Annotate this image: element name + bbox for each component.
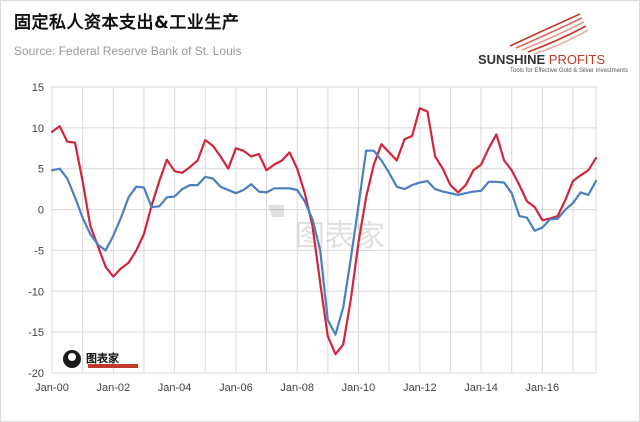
y-tick-label: 5: [38, 164, 44, 176]
y-axis-ticks: 15 10 5 0 -5 -10 -15 -20: [28, 82, 44, 380]
watermark-brand-text: 图表家: [295, 219, 385, 254]
sunshine-profits-logo: [509, 13, 589, 55]
y-tick-label: -5: [34, 245, 44, 257]
x-tick-label: Jan-02: [96, 382, 130, 394]
logo-name-accent: PROFITS: [545, 52, 606, 67]
series-line-2: [50, 149, 598, 336]
x-tick-label: Jan-08: [280, 382, 314, 394]
x-tick-label: Jan-16: [526, 382, 560, 394]
chart-title: 固定私人资本支出&工业生产: [14, 13, 240, 33]
y-tick-label: 0: [38, 205, 44, 217]
x-tick-label: Jan-06: [219, 382, 253, 394]
bottom-left-brand: 图表家: [86, 352, 119, 365]
y-tick-label: -10: [28, 286, 44, 298]
x-tick-label: Jan-00: [35, 382, 69, 394]
y-tick-label: 10: [32, 123, 44, 135]
x-tick-label: Jan-04: [158, 382, 192, 394]
source-note: Source: Federal Reserve Bank of St. Loui…: [14, 44, 242, 58]
x-tick-label: Jan-12: [403, 382, 437, 394]
chart-grid: [51, 86, 597, 374]
center-watermark: 图表家: [268, 205, 385, 254]
logo-tagline: Tools for Effective Gold & Silver Invest…: [510, 68, 628, 74]
y-tick-label: 15: [32, 82, 44, 94]
bottom-left-logo-icon: [63, 350, 138, 368]
series-lines: [50, 107, 598, 356]
y-tick-label: -20: [28, 368, 44, 380]
x-axis-ticks: Jan-00 Jan-02 Jan-04 Jan-06 Jan-08 Jan-10 Jan-…: [35, 382, 559, 394]
x-tick-label: Jan-10: [342, 382, 376, 394]
logo-name-main: SUNSHINE: [478, 52, 546, 67]
watermark-mark-icon: [268, 205, 284, 217]
series-line-1: [50, 107, 598, 356]
logo-wordmark: SUNSHINE PROFITS: [478, 52, 605, 67]
y-tick-label: -15: [28, 327, 44, 339]
x-tick-label: Jan-14: [464, 382, 498, 394]
